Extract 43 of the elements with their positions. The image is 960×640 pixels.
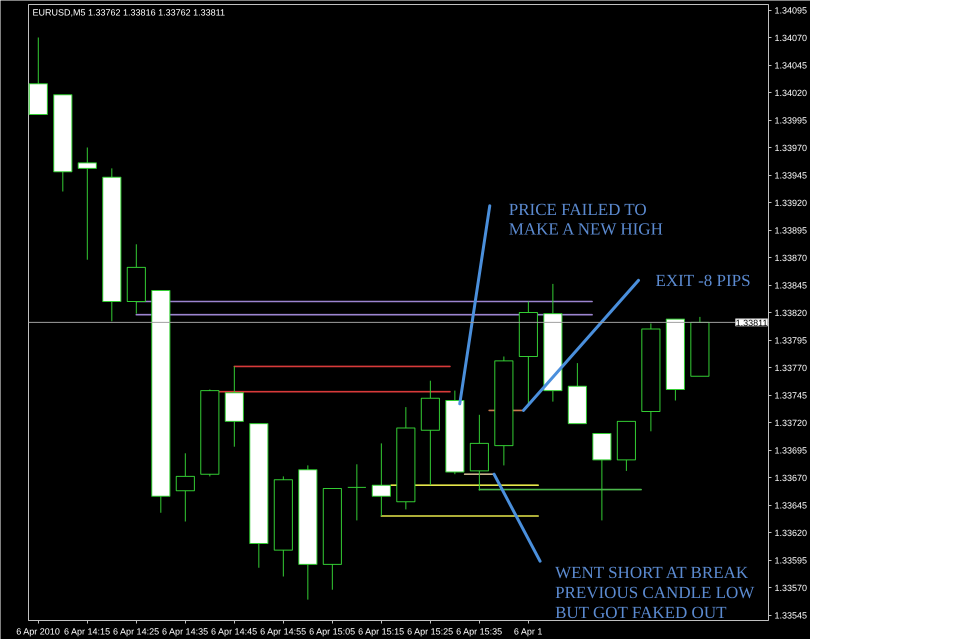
annotation: PRICE FAILED TO MAKE A NEW HIGH (508, 200, 663, 239)
x-tick-label: 6 Apr 14:55 (260, 626, 306, 636)
y-tick-label: 1.33695 (774, 446, 808, 456)
annotation: WENT SHORT AT BREAK PREVIOUS CANDLE LOW BUT GOT FAKED OUT (555, 563, 756, 622)
x-tick-label: 6 Apr 15:15 (358, 626, 404, 636)
ref-line-label: 1.33811 (736, 318, 768, 328)
y-tick-label: 1.33945 (774, 170, 808, 180)
y-tick-label: 1.33820 (774, 308, 808, 318)
y-tick-label: 1.33845 (774, 280, 808, 290)
x-tick-label: 6 Apr 2010 (16, 626, 60, 636)
y-tick-label: 1.33670 (774, 473, 808, 483)
candlestick (347, 464, 366, 521)
y-tick-label: 1.33570 (774, 583, 808, 593)
x-tick-label: 6 Apr 15:05 (309, 626, 356, 636)
y-tick-label: 1.33620 (774, 528, 808, 538)
y-tick-label: 1.33995 (774, 116, 808, 126)
y-tick-label: 1.34095 (774, 6, 808, 16)
y-tick-label: 1.33595 (774, 556, 808, 566)
y-tick-label: 1.33920 (774, 198, 808, 208)
y-tick-label: 1.33795 (774, 336, 808, 346)
y-tick-label: 1.34020 (774, 88, 808, 98)
x-tick-label: 6 Apr 14:25 (113, 626, 160, 636)
candlestick (78, 147, 97, 260)
candlestick (176, 452, 195, 522)
annotation: EXIT -8 PIPS (655, 270, 751, 290)
x-tick-label: 6 Apr 1 (514, 626, 542, 636)
y-tick-label: 1.34045 (774, 60, 808, 70)
y-tick-label: 1.33745 (774, 390, 808, 400)
y-tick-label: 1.34070 (774, 33, 808, 43)
y-tick-label: 1.33870 (774, 253, 808, 263)
y-tick-label: 1.33895 (774, 226, 808, 236)
y-tick-label: 1.33770 (774, 363, 808, 373)
y-tick-label: 1.33970 (774, 143, 808, 153)
candlestick (372, 442, 391, 516)
x-tick-label: 6 Apr 15:35 (456, 626, 502, 636)
chart-title: EURUSD,M5 1.33762 1.33816 1.33762 1.33811 (32, 8, 225, 18)
x-tick-label: 6 Apr 14:45 (211, 626, 258, 636)
x-tick-label: 6 Apr 15:25 (407, 626, 454, 636)
x-tick-label: 6 Apr 14:15 (64, 626, 110, 636)
y-tick-label: 1.33545 (774, 610, 808, 620)
x-tick-label: 6 Apr 14:35 (162, 626, 208, 636)
y-tick-label: 1.33645 (774, 500, 808, 510)
y-tick-label: 1.33720 (774, 418, 808, 428)
